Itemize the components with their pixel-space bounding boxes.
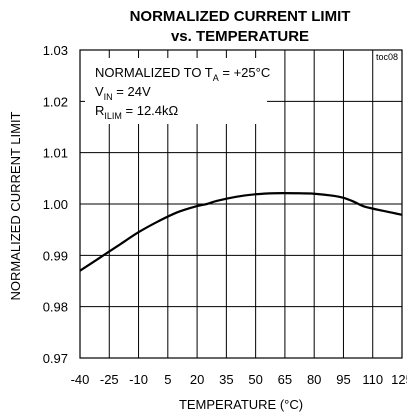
annotation-line-2-sub: IN xyxy=(104,92,113,102)
x-tick-label: 5 xyxy=(164,372,171,387)
y-axis-label: NORMALIZED CURRENT LIMIT xyxy=(8,111,23,300)
x-tick-label: 95 xyxy=(336,372,350,387)
annotation-line-3: RILIM = 12.4kΩ xyxy=(95,103,179,121)
x-axis-label: TEMPERATURE (°C) xyxy=(179,397,303,412)
y-tick-label: 0.99 xyxy=(43,248,68,263)
y-tick-label: 0.97 xyxy=(43,351,68,366)
figure-tag: toc08 xyxy=(376,52,398,62)
series-line xyxy=(79,192,403,272)
x-tick-label: -10 xyxy=(129,372,148,387)
x-tick-label: 125 xyxy=(391,372,407,387)
y-tick-labels: 0.97 0.98 0.99 1.00 1.01 1.02 1.03 xyxy=(43,43,68,366)
annotation-line-3-sub: ILIM xyxy=(104,111,122,121)
annotation-line-1-tail: = +25°C xyxy=(219,65,270,80)
annotation-line-3-tail: = 12.4kΩ xyxy=(122,103,179,118)
x-tick-labels: -40 -25 -10 5 20 35 50 65 80 95 110 125 xyxy=(71,372,407,387)
y-tick-label: 1.00 xyxy=(43,197,68,212)
annotation-line-1: NORMALIZED TO TA = +25°C xyxy=(95,65,270,83)
y-tick-label: 1.02 xyxy=(43,94,68,109)
annotation-line-3-main: R xyxy=(95,103,104,118)
chart-title-line1: NORMALIZED CURRENT LIMIT xyxy=(130,8,351,25)
x-tick-label: 35 xyxy=(219,372,233,387)
annotation-line-1-sub: A xyxy=(213,73,219,83)
y-tick-label: 1.01 xyxy=(43,146,68,161)
y-tick-label: 1.03 xyxy=(43,43,68,58)
annotation-line-2-main: V xyxy=(95,84,104,99)
chart-title-line2: vs. TEMPERATURE xyxy=(171,28,309,45)
y-tick-label: 0.98 xyxy=(43,300,68,315)
x-tick-label: 80 xyxy=(307,372,321,387)
x-tick-label: 110 xyxy=(362,372,383,387)
x-tick-label: 50 xyxy=(248,372,262,387)
x-tick-label: 20 xyxy=(190,372,204,387)
x-tick-label: -25 xyxy=(100,372,119,387)
annotation-line-2: VIN = 24V xyxy=(95,84,151,102)
annotation-background xyxy=(85,58,267,124)
annotation-line-1-main: NORMALIZED TO T xyxy=(95,65,213,80)
x-tick-label: -40 xyxy=(71,372,90,387)
plot-frame xyxy=(79,49,403,359)
annotation-line-2-tail: = 24V xyxy=(113,84,151,99)
x-tick-label: 65 xyxy=(278,372,292,387)
